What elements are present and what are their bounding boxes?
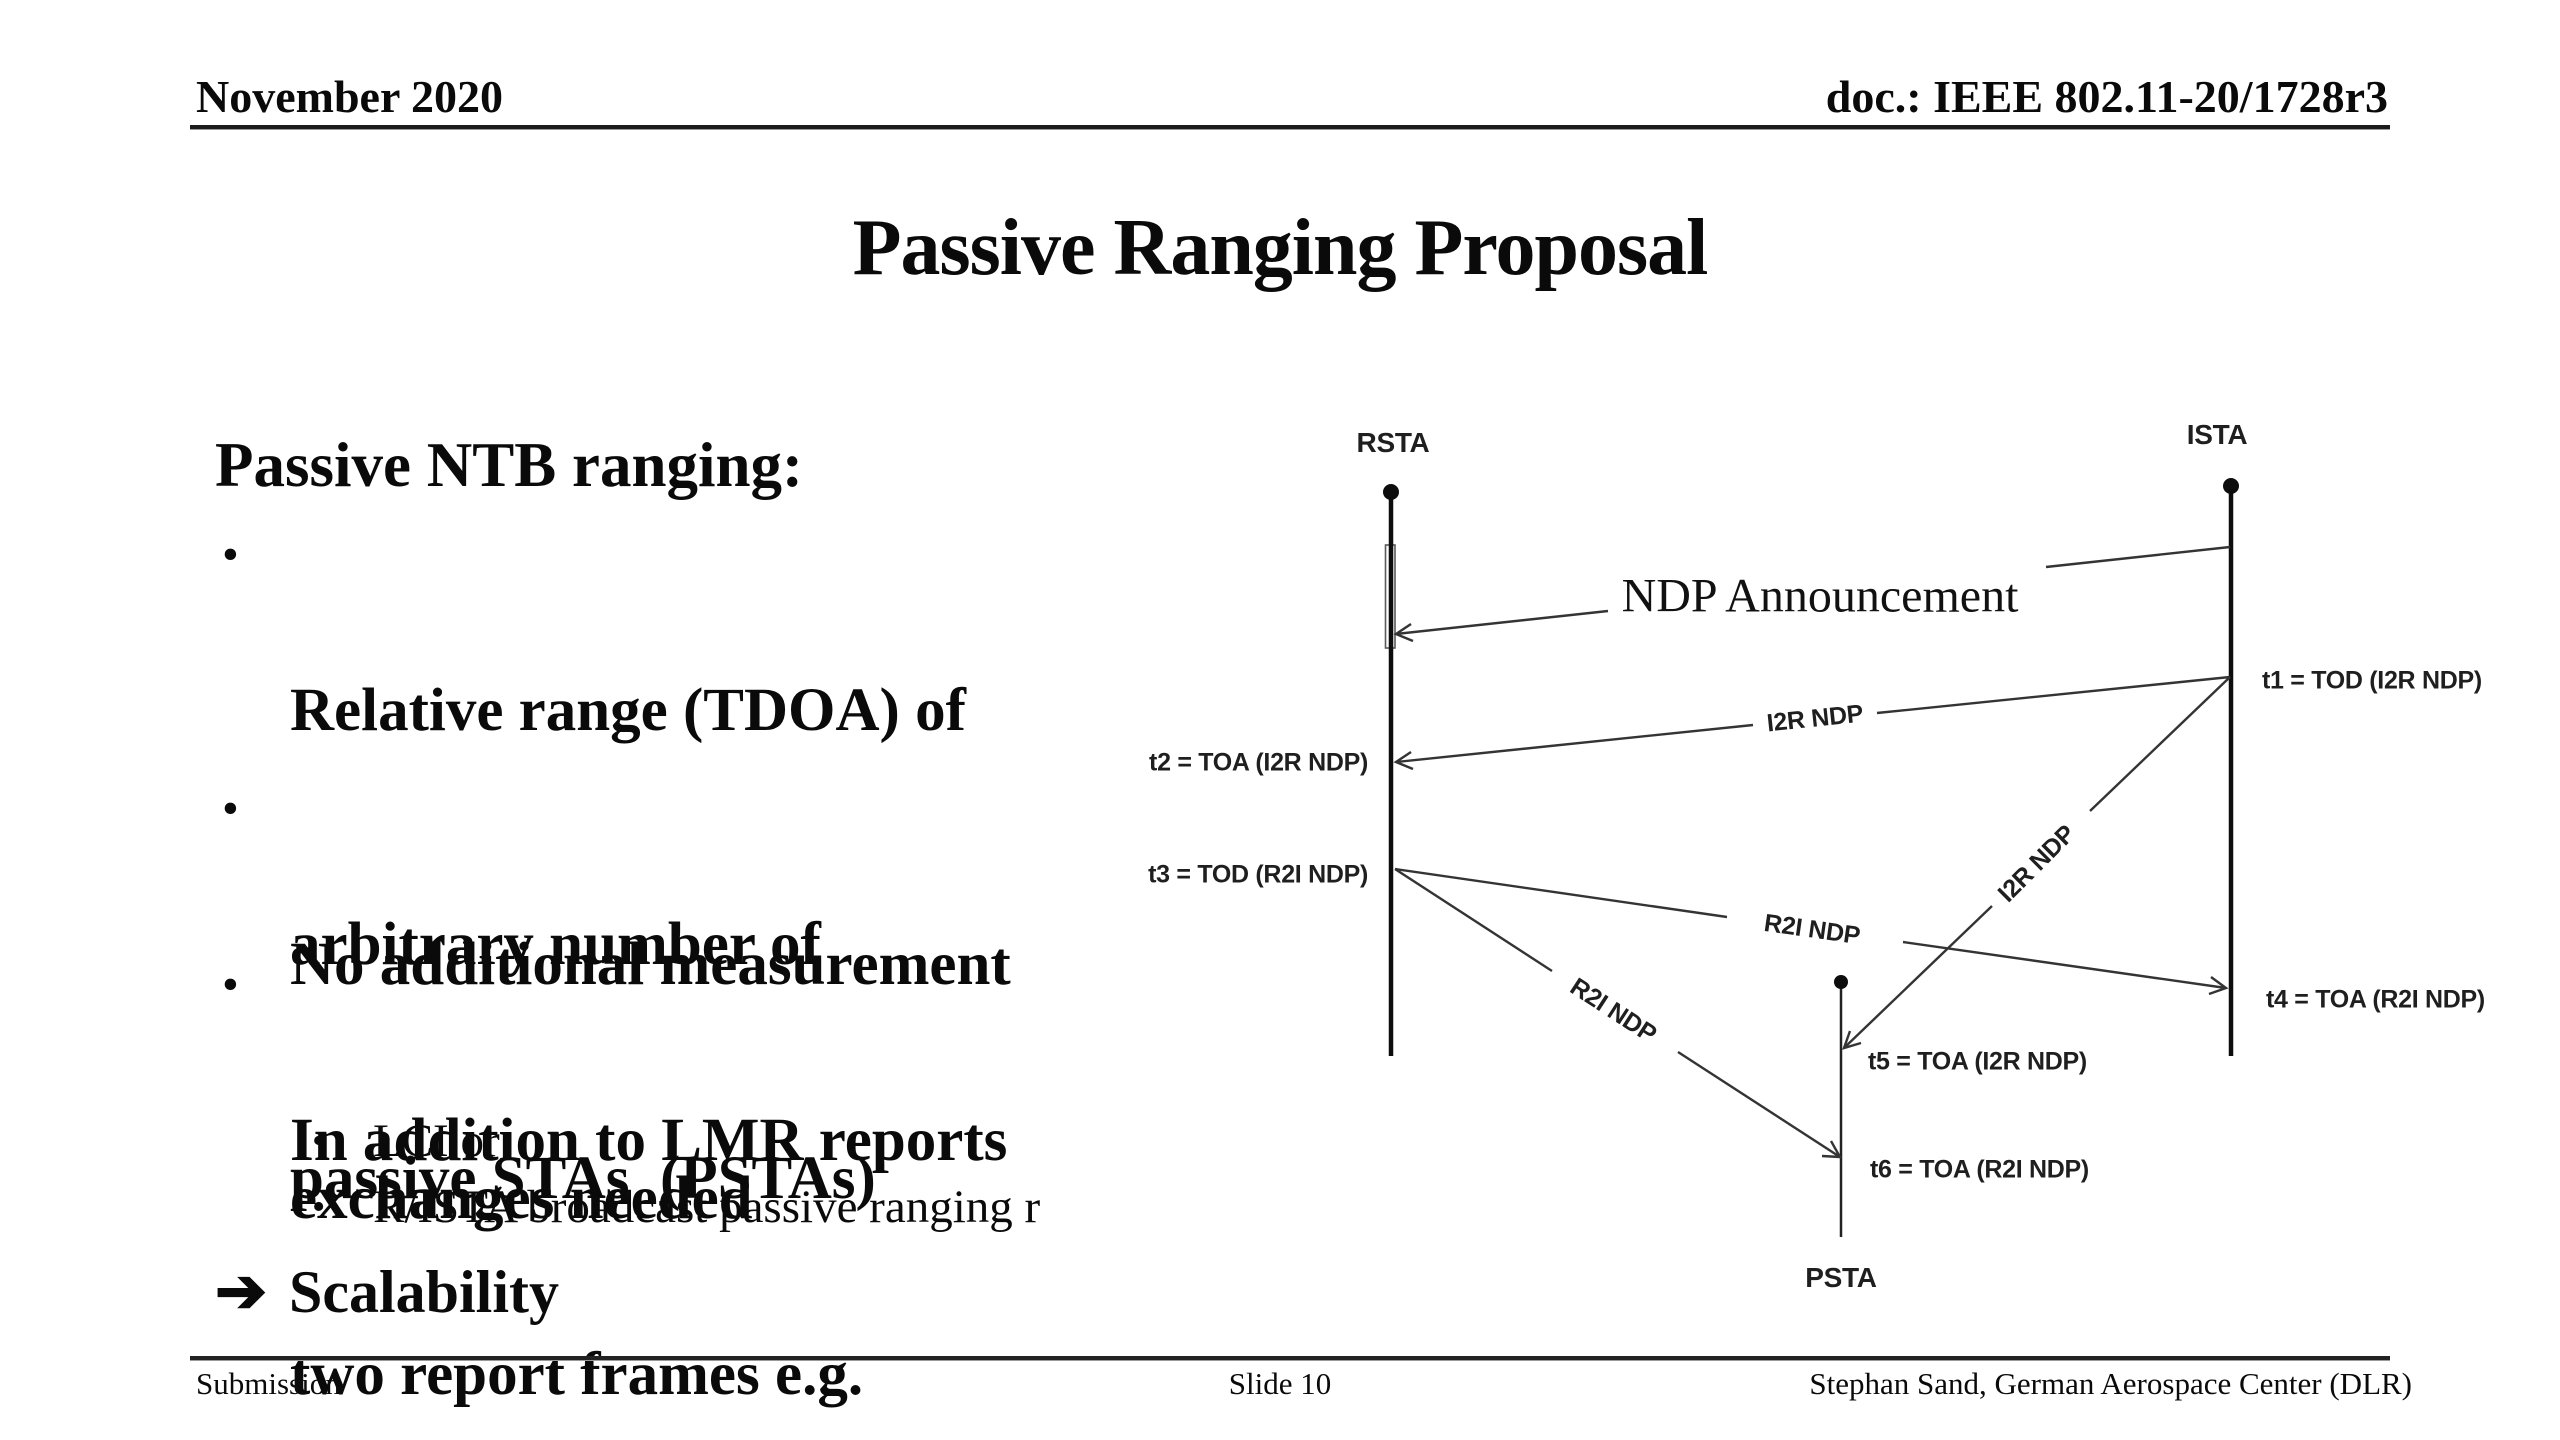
bullet-text: In addition to LMR reports two report fr… — [290, 946, 1007, 1440]
right-arrow-icon: ➔ — [215, 1258, 267, 1326]
conclusion-text: Scalability — [288, 1259, 559, 1325]
bullet-line: passive STAs (PSTAs) — [290, 1145, 876, 1212]
i2r-ndp-diagonal-arrowhead — [1842, 1030, 1862, 1050]
r2i-ndp-diagonal-lower — [1677, 1050, 1841, 1159]
bullet-line: exchanges needed — [290, 1165, 753, 1232]
header-rule — [190, 125, 2390, 130]
r2i-ndp-diagonal-arrowhead — [1821, 1140, 1843, 1159]
i2r-ndp-diagonal-lower — [1843, 905, 1993, 1049]
psta-start-dot — [1834, 975, 1848, 989]
bullet-line: two report frames e.g. — [290, 1341, 864, 1408]
timestamp-label-t2: t2 = TOA (I2R NDP) — [1149, 748, 1368, 777]
timestamp-label-t5: t5 = TOA (I2R NDP) — [1868, 1047, 2087, 1076]
i2r-ndp-arrowhead — [1393, 751, 1414, 771]
timestamp-label-t4: t4 = TOA (R2I NDP) — [2266, 985, 2485, 1014]
ndp-announcement-line-right — [2045, 545, 2231, 569]
bullet-marker: • — [222, 528, 239, 581]
content-heading: Passive NTB ranging: — [215, 430, 804, 500]
timestamp-label-t6: t6 = TOA (R2I NDP) — [1870, 1155, 2089, 1184]
bullet-item-2: • No additional measurement exchanges ne… — [222, 770, 1011, 1394]
ndp-arrowhead — [1393, 623, 1414, 643]
bullet-marker: • — [222, 782, 239, 835]
i2r-ndp-line-right — [1876, 675, 2231, 715]
footer-submission: Submission — [196, 1366, 341, 1401]
bullet-item-3: • In addition to LMR reports two report … — [222, 946, 1007, 1440]
sub-bullet-item-1: • LCI or — [312, 1108, 500, 1174]
sub-bullet-text: R/ISTA broadcast passive ranging r — [373, 1181, 1041, 1233]
ista-start-dot — [2223, 478, 2239, 494]
r2i-ndp-line-left — [1394, 867, 1728, 919]
station-label-rsta: RSTA — [1356, 427, 1430, 458]
bullet-line: arbitrary number of — [290, 911, 821, 978]
timestamp-label-t3: t3 = TOD (R2I NDP) — [1148, 860, 1368, 889]
sub-bullet-item-2: • R/ISTA broadcast passive ranging r — [312, 1174, 1040, 1240]
conclusion-row: ➔ Scalability — [215, 1256, 559, 1328]
footer-rule — [190, 1356, 2390, 1361]
r2i-ndp-arrowhead — [2208, 976, 2229, 996]
footer-slide-number: Slide 10 — [1228, 1366, 1332, 1401]
r2i-ndp-line-right — [1902, 940, 2227, 990]
header-doc-number: doc.: IEEE 802.11-20/1728r3 — [1825, 71, 2388, 122]
timestamp-label-t1: t1 = TOD (I2R NDP) — [2262, 666, 2482, 695]
page-title: Passive Ranging Proposal — [852, 204, 1709, 292]
ndp-announcement-label: NDP Announcement — [1621, 569, 2019, 623]
bullet-line: Relative range (TDOA) of — [290, 677, 966, 744]
footer-author: Stephan Sand, German Aerospace Center (D… — [1809, 1366, 2412, 1401]
bullet-text: No additional measurement exchanges need… — [290, 770, 1011, 1394]
header-date: November 2020 — [196, 71, 504, 122]
i2r-ndp-diagonal-upper — [2089, 676, 2231, 812]
station-label-ista: ISTA — [2186, 419, 2248, 450]
bullet-line: In addition to LMR reports — [290, 1107, 1008, 1174]
bullet-marker: • — [312, 1186, 326, 1228]
ndp-announcement-line-left — [1395, 609, 1609, 636]
bullet-text: Relative range (TDOA) of arbitrary numbe… — [290, 516, 966, 1374]
bullet-marker: • — [222, 958, 239, 1011]
r2i-ndp-diagonal-upper — [1394, 867, 1553, 973]
station-label-psta: PSTA — [1805, 1262, 1877, 1293]
bullet-marker: • — [312, 1120, 326, 1162]
bullet-item-1: • Relative range (TDOA) of arbitrary num… — [222, 516, 966, 1374]
sub-bullet-text: LCI or — [373, 1115, 500, 1167]
rsta-start-dot — [1383, 484, 1399, 500]
i2r-ndp-line-left — [1395, 723, 1754, 764]
bullet-line: No additional measurement — [290, 931, 1011, 998]
